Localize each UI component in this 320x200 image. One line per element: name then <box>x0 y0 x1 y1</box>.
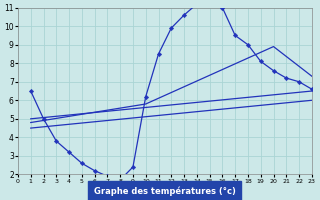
X-axis label: Graphe des températures (°c): Graphe des températures (°c) <box>94 186 236 196</box>
